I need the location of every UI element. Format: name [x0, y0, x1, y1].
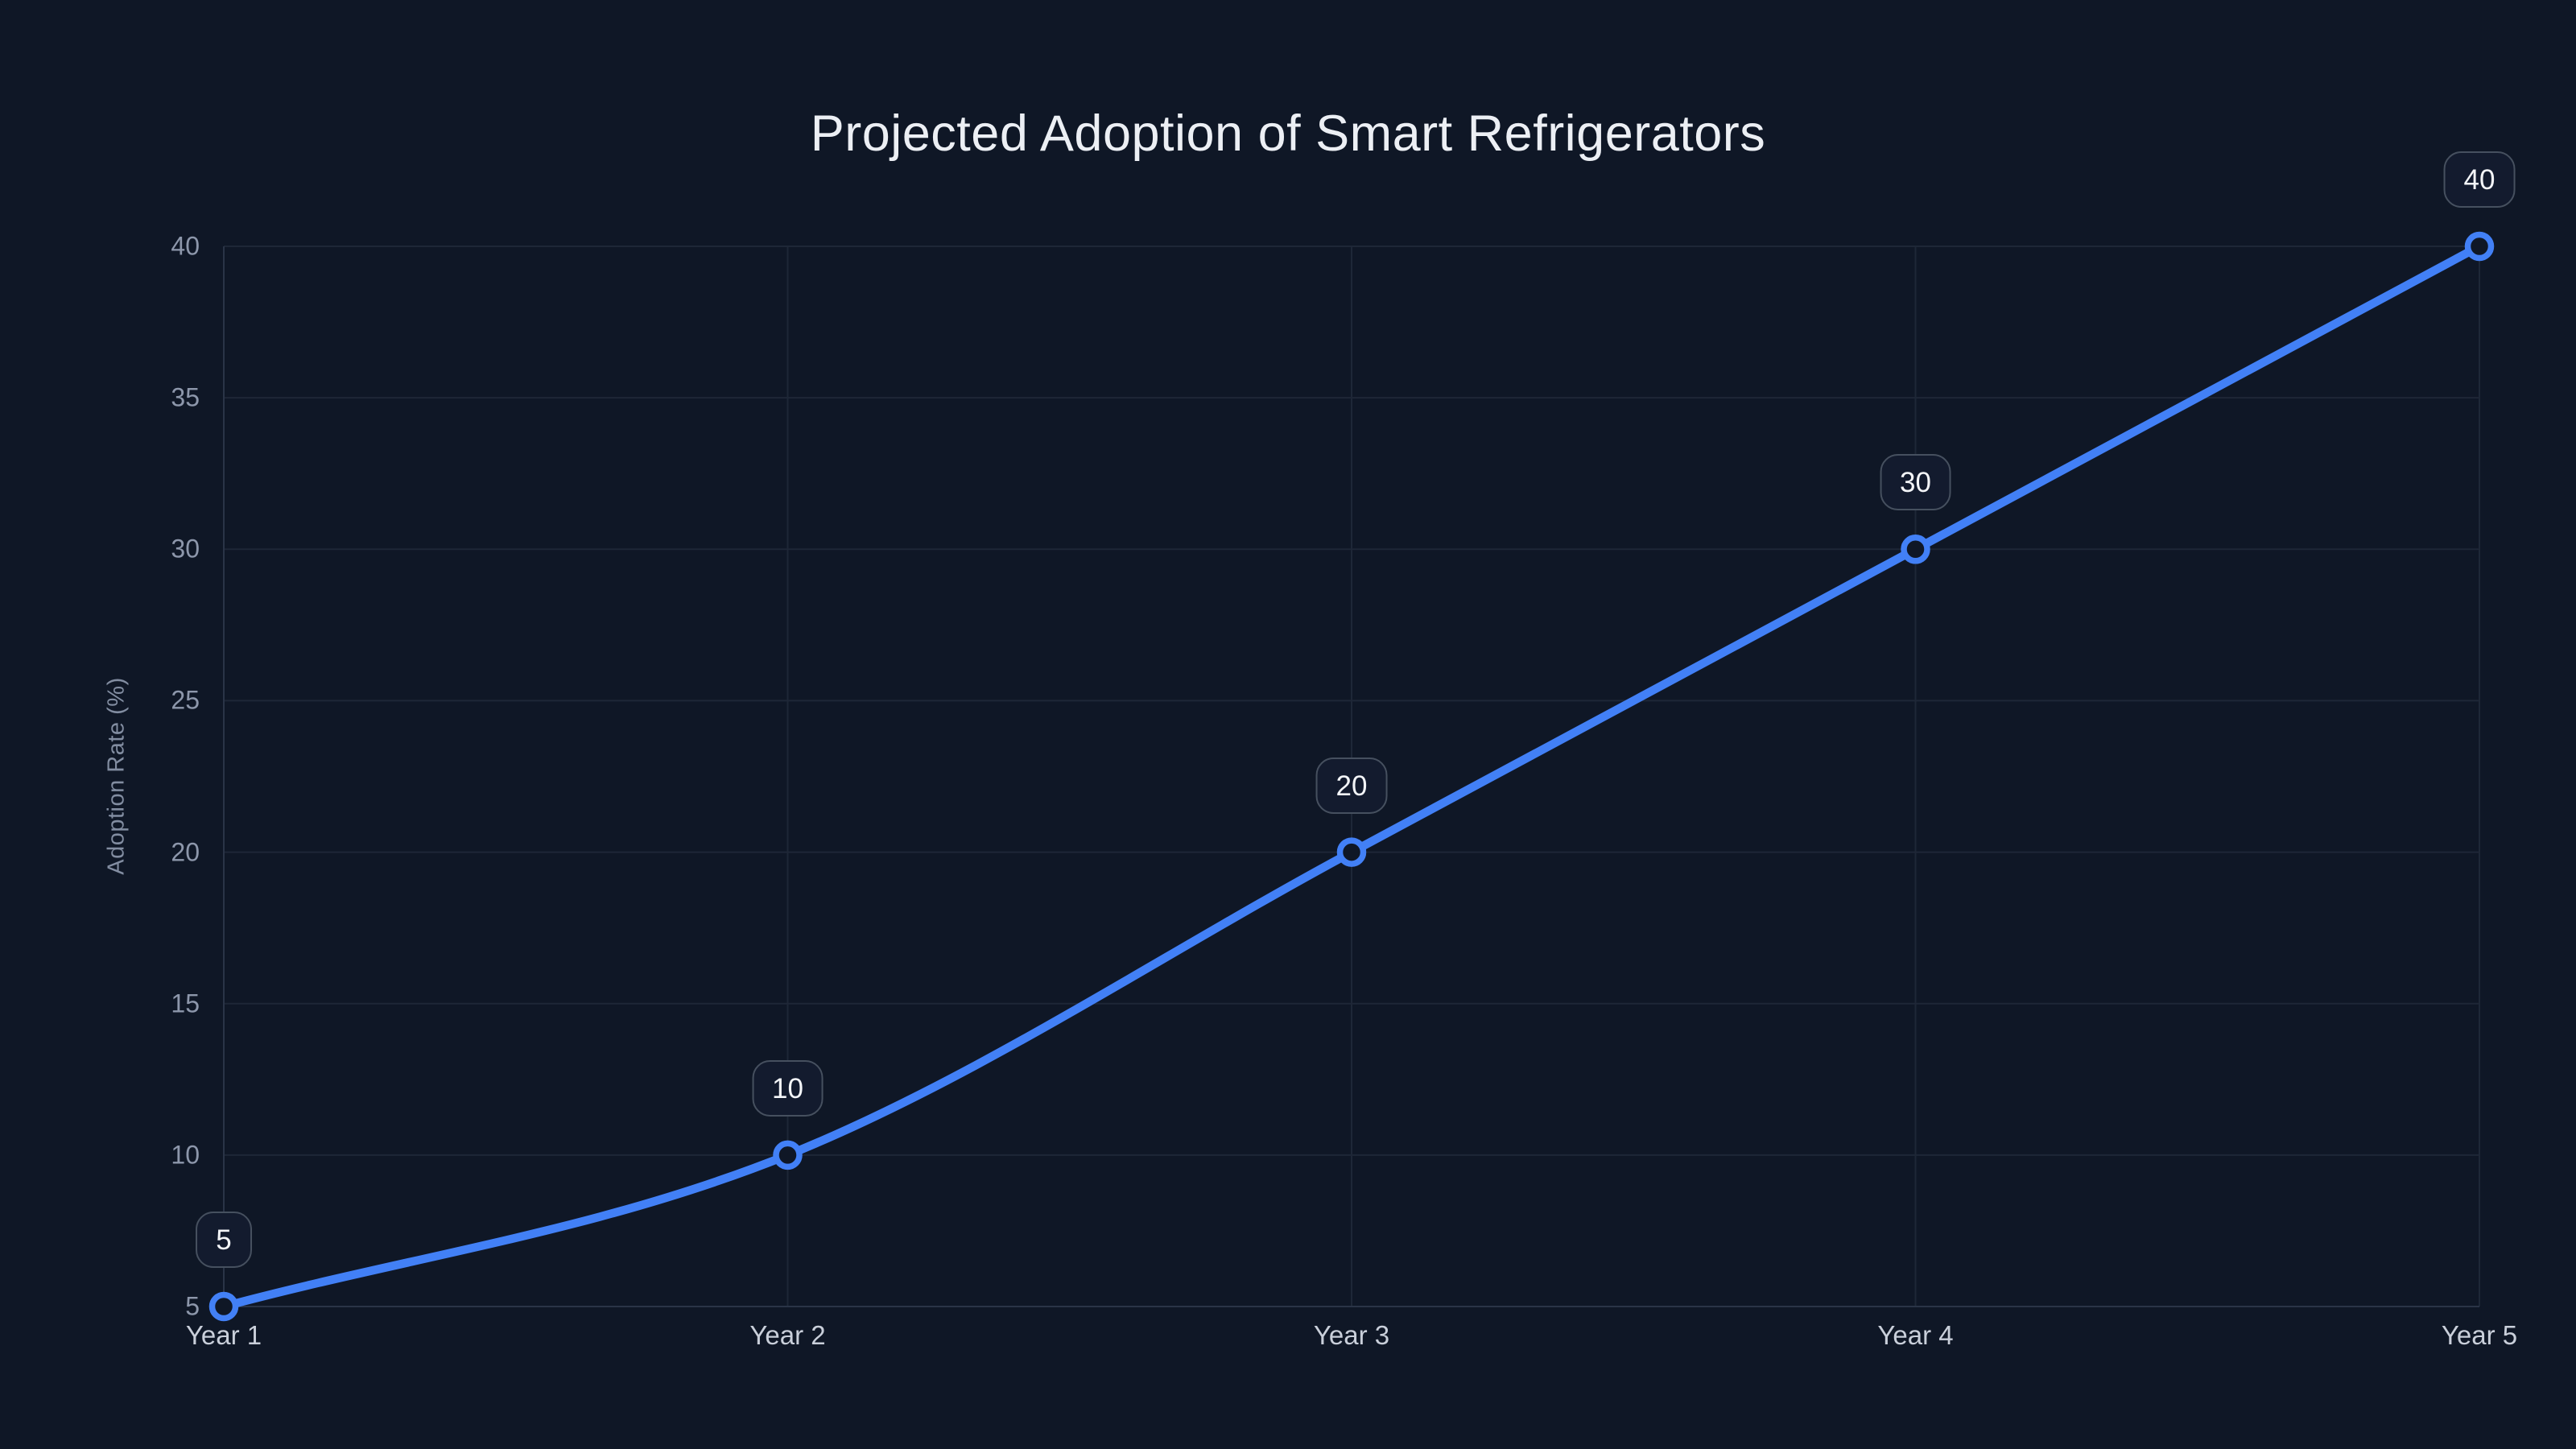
- y-tick-label: 20: [171, 837, 200, 867]
- chart-title: Projected Adoption of Smart Refrigerator…: [810, 105, 1766, 162]
- x-axis-label: Year 4: [1877, 1320, 1954, 1350]
- x-axis-label: Year 5: [2441, 1320, 2518, 1350]
- data-point-year-1[interactable]: [208, 1291, 239, 1322]
- y-tick-label: 10: [171, 1140, 200, 1170]
- y-tick-label: 15: [171, 989, 200, 1018]
- y-tick-label: 30: [171, 534, 200, 564]
- point-value-badge: 20: [1315, 757, 1388, 814]
- y-tick-label: 5: [185, 1291, 200, 1321]
- y-tick-label: 40: [171, 231, 200, 261]
- data-point-year-3[interactable]: [1336, 837, 1367, 867]
- x-axis-label: Year 2: [749, 1320, 826, 1350]
- point-value-badge: 40: [2443, 151, 2516, 208]
- y-tick-label: 35: [171, 382, 200, 412]
- data-point-year-5[interactable]: [2464, 231, 2495, 262]
- data-point-year-4[interactable]: [1901, 535, 1930, 564]
- point-value-badge: 10: [752, 1059, 824, 1117]
- point-value-badge: 30: [1880, 454, 1951, 511]
- x-axis-label: Year 1: [185, 1320, 262, 1350]
- y-tick-label: 25: [171, 685, 200, 715]
- point-value-badge: 5: [196, 1212, 252, 1268]
- data-point-year-2[interactable]: [773, 1140, 803, 1170]
- x-axis-label: Year 3: [1313, 1320, 1390, 1350]
